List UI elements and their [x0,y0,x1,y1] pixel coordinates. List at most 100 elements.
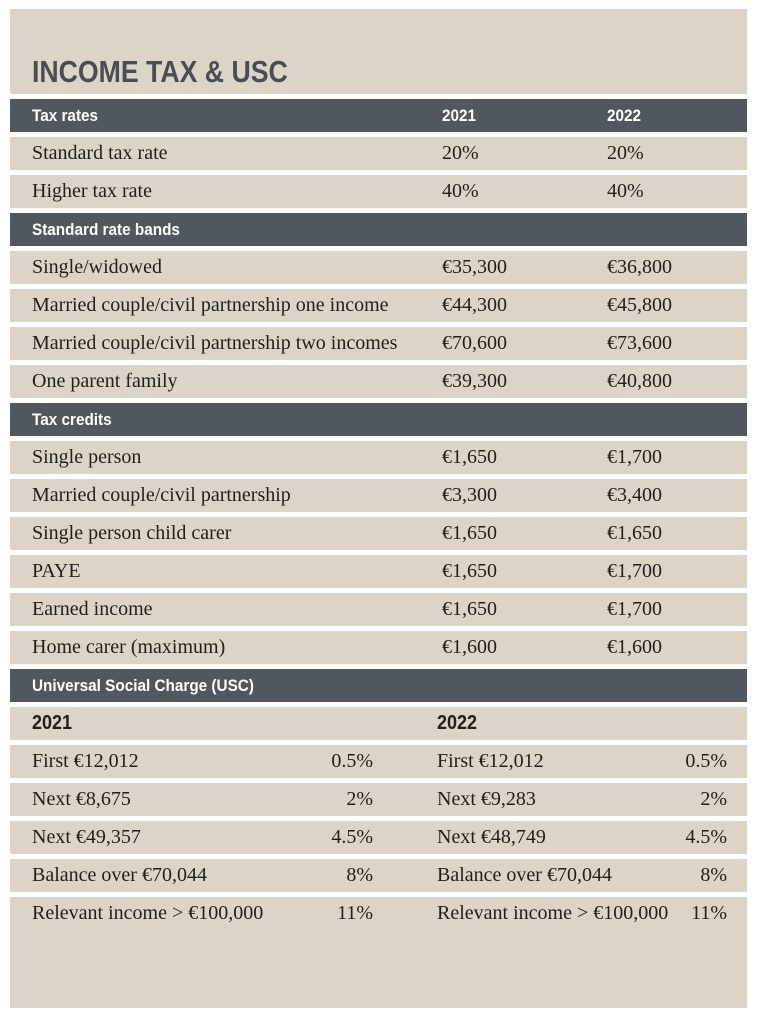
usc-pair-2022: Next €9,283 2% [437,788,727,811]
usc-rate-value: 11% [691,902,727,924]
column-header-label: 2022 [607,105,642,125]
table-row: One parent family €39,300 €40,800 [10,365,747,398]
row-value-2021: €70,600 [442,332,507,354]
usc-pair-2022: Next €48,749 4.5% [437,826,727,849]
usc-pair-2022: First €12,012 0.5% [437,750,727,773]
table-row: Higher tax rate 40% 40% [10,175,747,208]
usc-section-header-bar: Universal Social Charge (USC) [10,669,747,702]
row-label: Single person child carer [32,522,232,544]
usc-row: Relevant income > €100,000 11% Relevant in… [10,897,747,1008]
usc-row: Balance over €70,044 8% Balance over €70,0… [10,859,747,892]
row-label: Home carer (maximum) [32,636,226,658]
table-row: Earned income €1,650 €1,700 [10,593,747,626]
table-row: Married couple/civil partnership one inc… [10,289,747,322]
row-label: One parent family [32,370,178,392]
title-block: INCOME TAX & USC [10,9,747,94]
row-value-2022: €3,400 [607,484,662,506]
row-value-2021: 40% [442,180,479,202]
row-value-2021: 20% [442,142,479,164]
column-header-2021: 2021 [442,106,607,126]
section-header-label: Tax credits [32,409,112,429]
row-value-2021: €1,650 [442,560,497,582]
usc-pair-2021: First €12,012 0.5% [32,750,373,773]
table-row: PAYE €1,650 €1,700 [10,555,747,588]
usc-rate-value: 2% [346,788,373,810]
row-value-2022: €36,800 [607,256,672,278]
usc-rate-value: 8% [346,864,373,886]
section-header-cell: Standard rate bands [32,220,442,240]
row-value-2021: €1,600 [442,636,497,658]
usc-pair-2021: Balance over €70,044 8% [32,864,373,887]
usc-band-label: Relevant income > €100,000 [32,902,264,924]
table-row: Married couple/civil partnership €3,300 €3… [10,479,747,512]
column-header-label: 2021 [442,105,477,125]
row-label: Higher tax rate [32,180,152,202]
row-value-2021: €44,300 [442,294,507,316]
usc-rate-value: 4.5% [331,826,373,848]
usc-band-label: Relevant income > €100,000 [437,902,669,924]
usc-rate-value: 2% [700,788,727,810]
usc-year-subheader-row: 2021 2022 [10,707,747,740]
row-value-2022: €1,700 [607,446,662,468]
row-value-2021: €1,650 [442,522,497,544]
row-label: Married couple/civil partnership [32,484,291,506]
row-value-2022: €1,650 [607,522,662,544]
section-header-bar: Tax credits [10,403,747,436]
row-label: Married couple/civil partnership one inc… [32,294,389,316]
row-value-2022: 40% [607,180,644,202]
row-value-2022: €45,800 [607,294,672,316]
usc-year-2022-text: 2022 [437,712,478,734]
row-value-2021: €35,300 [442,256,507,278]
table-row: Single person child carer €1,650 €1,650 [10,517,747,550]
table-row: Single/widowed €35,300 €36,800 [10,251,747,284]
usc-band-label: First €12,012 [437,750,544,772]
usc-section-header-label: Universal Social Charge (USC) [32,675,254,695]
usc-rate-value: 4.5% [685,826,727,848]
section-header-bar: Tax rates 2021 2022 [10,99,747,132]
usc-year-2021-text: 2021 [32,712,73,734]
row-value-2022: €73,600 [607,332,672,354]
usc-band-label: Balance over €70,044 [32,864,207,886]
usc-row: First €12,012 0.5% First €12,012 0.5% [10,745,747,778]
section-header-label: Tax rates [32,105,99,125]
usc-rate-value: 0.5% [331,750,373,772]
usc-rate-value: 8% [700,864,727,886]
usc-rate-value: 11% [337,902,373,924]
usc-year-2022: 2022 [437,712,747,735]
usc-year-2021: 2021 [32,712,437,735]
row-value-2021: €1,650 [442,598,497,620]
row-label: Earned income [32,598,153,620]
row-value-2022: €1,700 [607,560,662,582]
row-value-2021: €1,650 [442,446,497,468]
usc-row: Next €49,357 4.5% Next €48,749 4.5% [10,821,747,854]
usc-pair-2021: Next €8,675 2% [32,788,373,811]
section-header-cell: Tax rates [32,106,442,126]
usc-column-spacer [373,897,437,930]
section-header-label: Standard rate bands [32,219,180,239]
tax-summary-panel: INCOME TAX & USC Tax rates 2021 2022 Standa… [10,9,747,1008]
row-label: Single person [32,446,142,468]
usc-pair-2021: Relevant income > €100,000 11% [32,897,373,930]
usc-pair-2021: Next €49,357 4.5% [32,826,373,849]
row-label: Single/widowed [32,256,162,278]
usc-band-label: Next €49,357 [32,826,141,848]
row-value-2021: €39,300 [442,370,507,392]
column-header-2022: 2022 [607,106,747,126]
usc-section-header-cell: Universal Social Charge (USC) [32,676,279,696]
row-value-2022: €40,800 [607,370,672,392]
row-value-2022: €1,600 [607,636,662,658]
section-header-cell: Tax credits [32,410,442,430]
usc-rate-value: 0.5% [685,750,727,772]
table-row: Single person €1,650 €1,700 [10,441,747,474]
table-row: Standard tax rate 20% 20% [10,137,747,170]
table-row: Married couple/civil partnership two inc… [10,327,747,360]
usc-band-label: Next €8,675 [32,788,131,810]
row-value-2021: €3,300 [442,484,497,506]
usc-band-label: Next €9,283 [437,788,536,810]
row-label: Standard tax rate [32,142,168,164]
usc-row: Next €8,675 2% Next €9,283 2% [10,783,747,816]
usc-band-label: First €12,012 [32,750,139,772]
usc-pair-2022: Relevant income > €100,000 11% [437,897,727,930]
row-label: Married couple/civil partnership two inc… [32,332,398,354]
row-label: PAYE [32,560,81,582]
